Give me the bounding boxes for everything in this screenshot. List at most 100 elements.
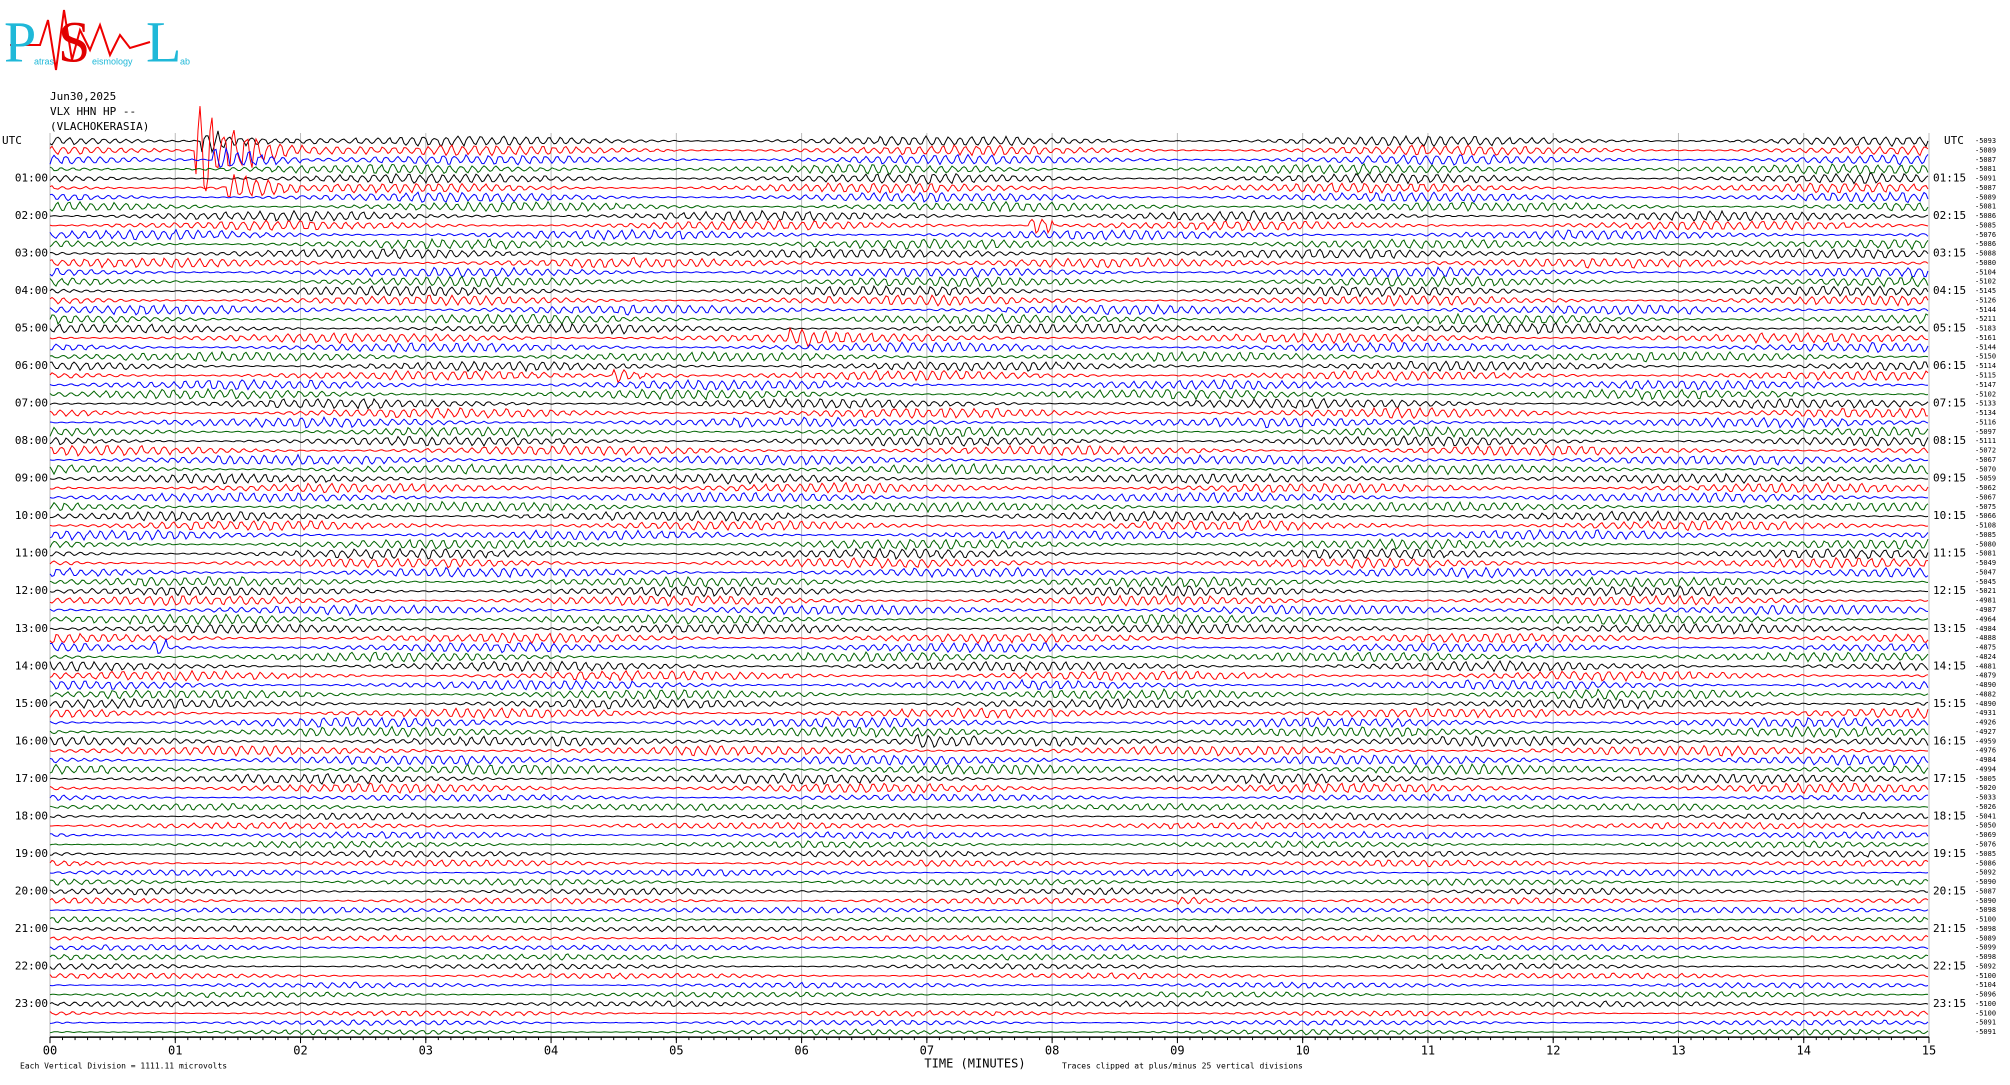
left-hour-label: 08:00 [15,434,48,447]
trace [49,953,1929,961]
trace-offset: -5069 [1975,831,1996,839]
trace [49,397,1929,410]
trace-offset: -5026 [1975,803,1996,811]
left-hour-label: 07:00 [15,397,48,410]
trace-offset: -4824 [1975,653,1996,661]
trace [49,284,1929,298]
trace [49,500,1929,514]
trace-offset: -4984 [1975,625,1996,633]
trace-offset: -5070 [1975,465,1996,473]
right-header: UTC [1944,134,1964,147]
x-tick-label: 01 [168,1044,182,1058]
trace [49,547,1929,560]
trace-offset: -5049 [1975,559,1996,567]
trace [49,697,1929,711]
left-hour-label: 06:00 [15,359,48,372]
trace-offset: -5211 [1975,315,1996,323]
logo-letter: S [58,9,90,74]
trace [49,1028,1929,1036]
logo-word: atras [34,56,55,66]
trace [49,509,1929,523]
trace [49,190,1929,204]
trace [49,416,1929,429]
trace-offset: -5041 [1975,812,1996,820]
trace [49,772,1929,785]
trace-offset: -5081 [1975,550,1996,558]
trace-offset: -4881 [1975,662,1996,670]
trace [49,896,1929,905]
trace-offset: -4964 [1975,615,1996,623]
right-hour-label: 16:15 [1933,734,1966,747]
trace [49,406,1928,420]
trace [49,472,1929,485]
trace-offset: -5067 [1975,456,1996,464]
trace [49,172,1929,185]
trace [49,840,1929,849]
trace-offset: -5102 [1975,390,1996,398]
trace [49,981,1929,989]
trace [49,303,1929,316]
right-hour-label: 02:15 [1933,209,1966,222]
trace-offset: -5100 [1975,1009,1996,1017]
trace [49,802,1929,812]
trace-offset: -5080 [1975,259,1996,267]
trace [49,368,1929,384]
x-tick-label: 13 [1671,1044,1685,1058]
trace-offset: -4882 [1975,690,1996,698]
trace [49,688,1929,701]
trace [49,275,1929,288]
left-hour-label: 04:00 [15,284,48,297]
trace-offset: -4927 [1975,728,1996,736]
trace-offset: -5050 [1975,822,1996,830]
trace [50,637,1929,655]
trace-offset: -5111 [1975,437,1996,445]
trace [49,146,1929,169]
trace [49,378,1929,391]
left-hour-label: 17:00 [15,772,48,785]
trace-offset: -5075 [1975,503,1996,511]
trace-offset: -5102 [1975,278,1996,286]
trace [49,106,1929,192]
trace [49,943,1929,952]
left-hour-label: 21:00 [15,922,48,935]
trace [49,763,1929,776]
trace [49,1009,1929,1017]
trace [49,209,1929,222]
right-hour-label: 12:15 [1933,584,1966,597]
trace-offset: -4994 [1975,765,1996,773]
trace [49,453,1929,466]
trace [50,341,1929,354]
trace [50,821,1929,830]
right-hour-label: 09:15 [1933,472,1966,485]
trace-offset: -5144 [1975,343,1996,351]
trace-offset: -4959 [1975,737,1996,745]
trace-offset: -5090 [1975,897,1996,905]
left-header: UTC [2,134,22,147]
trace [49,444,1929,457]
trace-offset: -5087 [1975,184,1996,192]
trace-offset: -5116 [1975,418,1996,426]
trace-offset: -5092 [1975,962,1996,970]
right-hour-label: 06:15 [1933,359,1966,372]
x-tick-label: 10 [1295,1044,1309,1058]
trace-offset: -5021 [1975,587,1996,595]
trace-offset: -4931 [1975,709,1996,717]
x-tick-label: 08 [1045,1044,1059,1058]
trace [49,603,1929,617]
trace-offset: -4987 [1975,606,1996,614]
right-hour-label: 21:15 [1933,922,1966,935]
trace-offset: -5085 [1975,850,1996,858]
trace-offset: -5092 [1975,869,1996,877]
trace [49,754,1929,767]
trace-offset: -5100 [1975,972,1996,980]
left-hour-label: 13:00 [15,622,48,635]
trace-offset: -5104 [1975,268,1996,276]
trace-offset: -5090 [1975,878,1996,886]
trace [49,162,1929,176]
title-line: VLX HHN HP -- [50,105,136,118]
trace-offset: -5081 [1975,165,1996,173]
trace-offset: -5097 [1975,428,1996,436]
right-hour-label: 23:15 [1933,997,1966,1010]
trace-offset: -5100 [1975,916,1996,924]
